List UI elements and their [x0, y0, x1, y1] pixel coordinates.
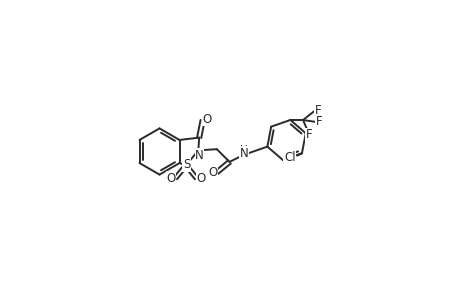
- Text: H: H: [240, 145, 247, 155]
- Text: Cl: Cl: [283, 152, 295, 164]
- Text: N: N: [239, 147, 248, 160]
- Text: O: O: [207, 166, 217, 179]
- Text: F: F: [314, 104, 320, 117]
- Text: S: S: [182, 158, 190, 171]
- Text: F: F: [315, 115, 321, 128]
- Text: O: O: [202, 113, 212, 126]
- Text: N: N: [195, 149, 203, 162]
- Text: O: O: [166, 172, 175, 185]
- Text: O: O: [196, 172, 205, 185]
- Text: F: F: [305, 128, 312, 141]
